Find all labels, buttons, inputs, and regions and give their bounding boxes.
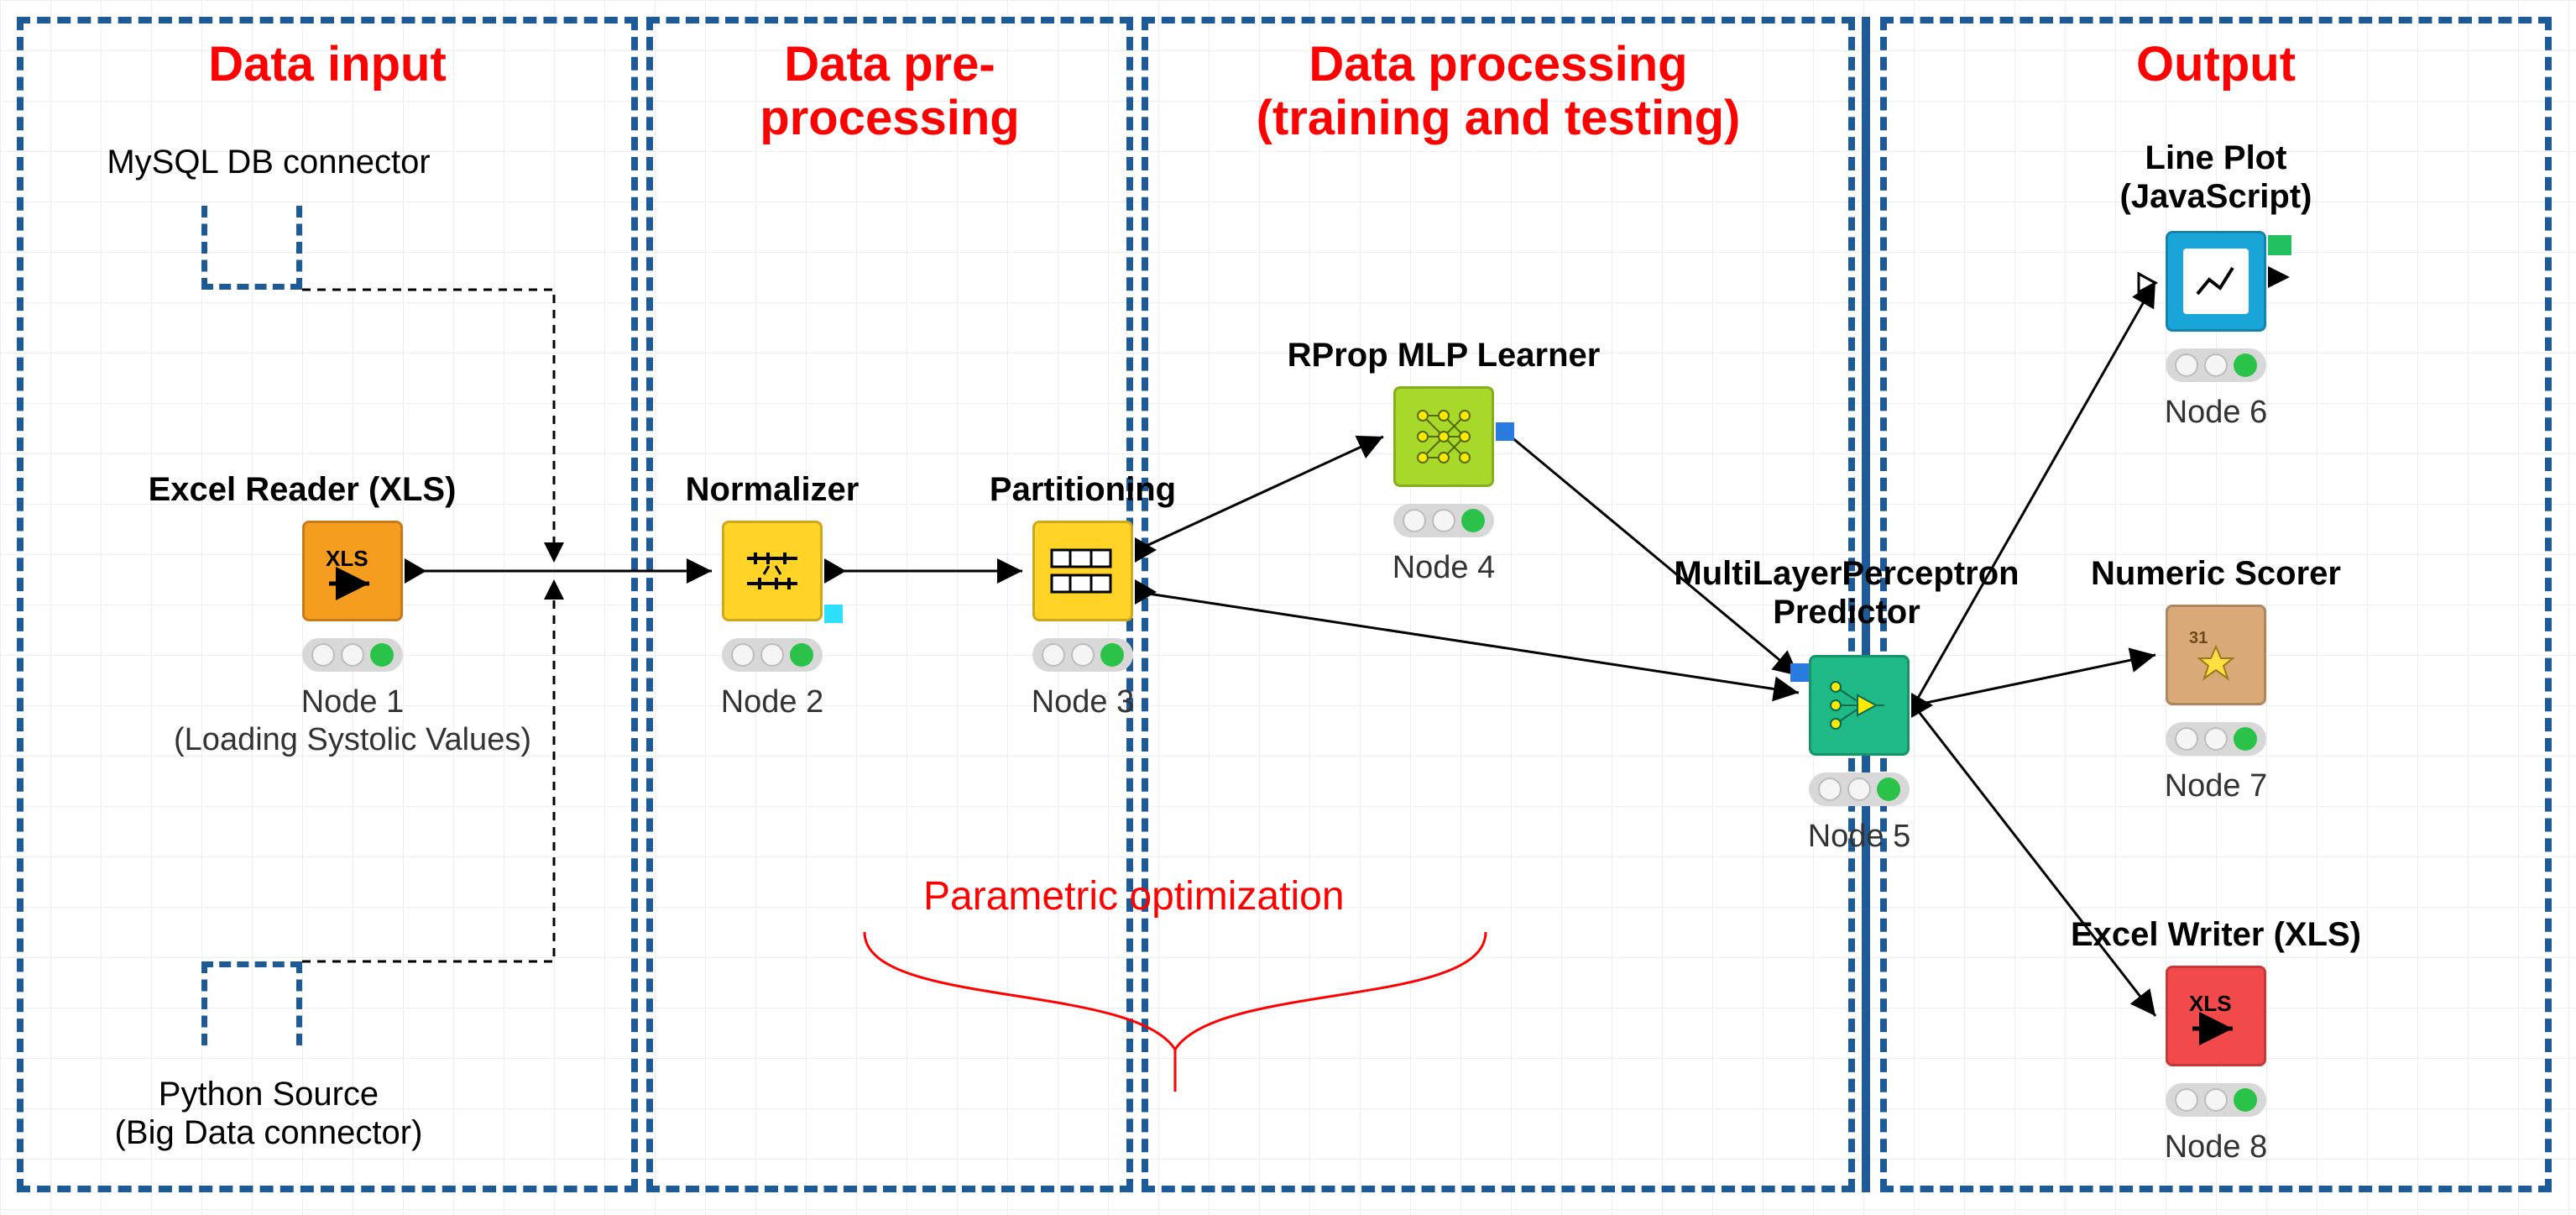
node4-out-port (1496, 422, 1514, 441)
node8-status (2166, 1083, 2266, 1117)
node6-line-plot[interactable] (2166, 231, 2266, 332)
node4-status (1393, 504, 1494, 537)
node3-status (1032, 638, 1133, 672)
node2-title: Normalizer (655, 470, 890, 509)
node5-id: Node 5 (1758, 819, 1960, 855)
svg-text:31: 31 (2189, 629, 2208, 647)
node6-out-triangle (2266, 264, 2295, 293)
node1-id: Node 1 (243, 684, 462, 720)
node7-numeric-scorer[interactable]: 31 (2166, 605, 2266, 705)
node5-title: MultiLayerPerceptron Predictor (1645, 554, 2048, 631)
node1-status (302, 638, 403, 672)
title-data-input: Data input (34, 38, 621, 92)
node2-status (722, 638, 823, 672)
node7-id: Node 7 (2115, 768, 2317, 804)
python-source-label: Python Source (Big Data connector) (50, 1075, 487, 1152)
node4-title: RProp MLP Learner (1276, 336, 1612, 374)
node2-normalizer[interactable] (722, 521, 823, 621)
scorer-icon: 31 (2182, 621, 2249, 689)
python-source-box[interactable] (201, 961, 302, 1045)
svg-text:XLS: XLS (2189, 991, 2232, 1016)
node8-id: Node 8 (2115, 1129, 2317, 1165)
svg-text:XLS: XLS (326, 546, 368, 571)
title-processing: Data processing (training and testing) (1154, 38, 1842, 145)
node6-id: Node 6 (2115, 395, 2317, 431)
xls-writer-icon: XLS (2182, 982, 2249, 1050)
node6-out-port (2268, 235, 2291, 255)
title-preprocess: Data pre- processing (659, 38, 1121, 145)
node3-title: Partitioning (957, 470, 1209, 509)
node5-status (1809, 772, 1910, 806)
parametric-label: Parametric optimization (923, 873, 1345, 919)
node6-run-port (2135, 270, 2161, 296)
xls-icon: XLS (319, 537, 386, 605)
mysql-connector-box[interactable] (201, 206, 302, 290)
normalizer-icon (739, 537, 806, 605)
node1-subtitle: (Loading Systolic Values) (109, 722, 596, 758)
node1-excel-reader[interactable]: XLS (302, 521, 403, 621)
node4-id: Node 4 (1343, 550, 1544, 586)
node2-out-port (824, 605, 843, 623)
node4-rprop-learner[interactable] (1393, 386, 1494, 487)
lineplot-icon (2191, 256, 2241, 306)
node6-status (2166, 348, 2266, 382)
node6-title: Line Plot (JavaScript) (2048, 139, 2384, 216)
node5-in-port (1790, 663, 1809, 682)
mysql-connector-label: MySQL DB connector (67, 143, 470, 181)
node8-excel-writer[interactable]: XLS (2166, 966, 2266, 1066)
node7-status (2166, 722, 2266, 756)
node8-title: Excel Writer (XLS) (2031, 915, 2401, 954)
node3-id: Node 3 (982, 684, 1183, 720)
predictor-icon (1826, 672, 1893, 739)
title-output: Output (1893, 38, 2539, 92)
node7-title: Numeric Scorer (2048, 554, 2384, 593)
node5-mlp-predictor[interactable] (1809, 655, 1910, 756)
node1-title: Excel Reader (XLS) (109, 470, 495, 509)
workflow-canvas: Data input Data pre- processing Data pro… (0, 0, 2576, 1215)
node3-partitioning[interactable] (1032, 521, 1133, 621)
partition-icon (1045, 542, 1121, 600)
node2-id: Node 2 (671, 684, 873, 720)
network-icon (1410, 403, 1477, 470)
